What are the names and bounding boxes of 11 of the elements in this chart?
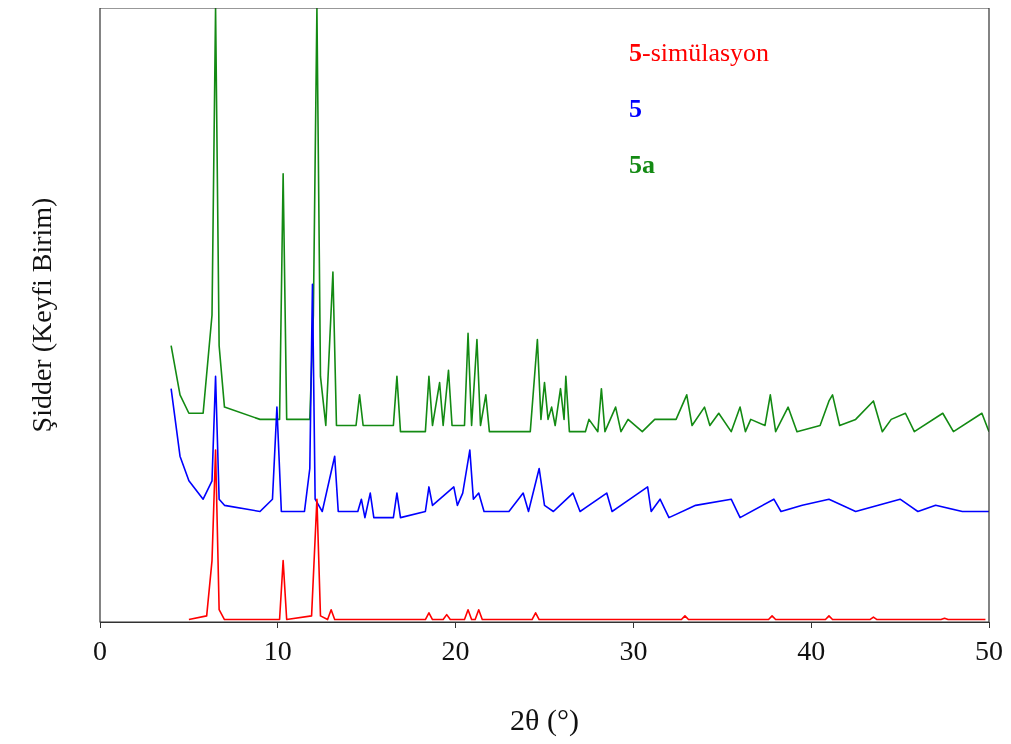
y-axis-title: Şidder (Keyfi Birim) — [26, 197, 58, 433]
text: 5-simülasyon — [629, 37, 770, 67]
x-tick-label: 30 — [619, 635, 648, 667]
x-tick-label: 0 — [93, 635, 107, 667]
text: 5a — [629, 149, 655, 179]
text: 5 — [629, 93, 642, 123]
x-tick-label: 10 — [263, 635, 292, 667]
x-tick-label: 50 — [975, 635, 1003, 667]
x-tick-label: 40 — [797, 635, 826, 667]
x-tick-label: 20 — [441, 635, 470, 667]
x-axis-title: 2θ (°) — [510, 702, 579, 737]
